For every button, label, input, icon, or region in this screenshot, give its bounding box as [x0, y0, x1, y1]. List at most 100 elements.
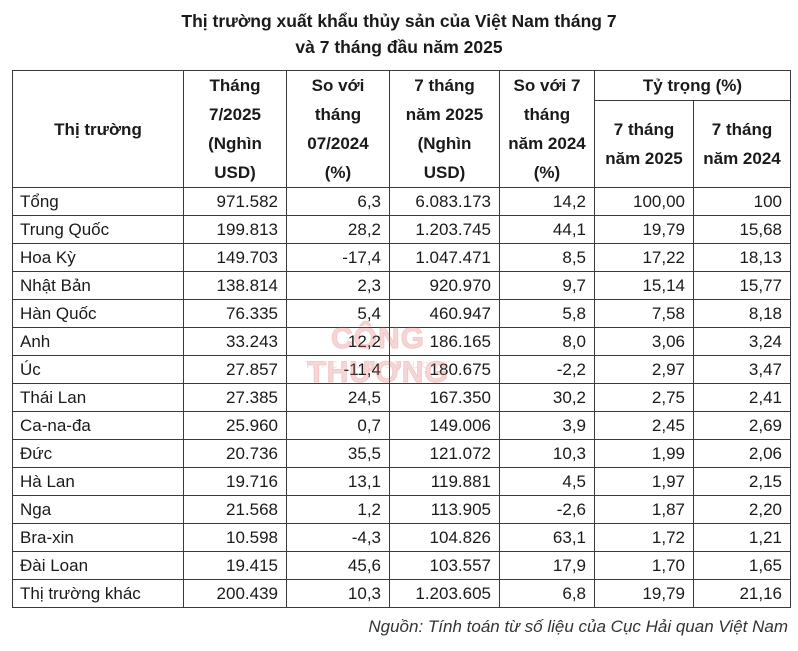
cell-share-2024: 2,15: [693, 467, 791, 496]
cell-ytd2025: 920.970: [389, 271, 500, 300]
cell-ytd2025: 104.826: [389, 523, 500, 552]
cell-jul2025: 25.960: [183, 411, 287, 440]
cell-share-2024: 2,41: [693, 383, 791, 412]
cell-vs-ytd2024: -2,2: [499, 355, 595, 384]
cell-share-2025: 3,06: [594, 327, 694, 356]
table-row: Tổng 971.582 6,3 6.083.173 14,2 100,00 100: [12, 187, 791, 216]
cell-share-2025: 1,87: [594, 495, 694, 524]
cell-vs-ytd2024: 63,1: [499, 523, 595, 552]
header-ytd2025: 7 tháng năm 2025 (Nghìn USD): [389, 70, 500, 188]
cell-vs-jul2024: 12,2: [286, 327, 390, 356]
cell-vs-jul2024: 5,4: [286, 299, 390, 328]
cell-ytd2025: 167.350: [389, 383, 500, 412]
cell-jul2025: 138.814: [183, 271, 287, 300]
title-line-1: Thị trường xuất khẩu thủy sản của Việt N…: [181, 11, 617, 31]
cell-jul2025: 199.813: [183, 215, 287, 244]
source-note: Nguồn: Tính toán từ số liệu của Cục Hải …: [368, 617, 788, 636]
cell-share-2024: 1,21: [693, 523, 791, 552]
cell-market: Nga: [12, 495, 184, 524]
table-row: Úc 27.857 -11,4 180.675 -2,2 2,97 3,47: [12, 355, 791, 384]
cell-vs-jul2024: 0,7: [286, 411, 390, 440]
table-row: Bra-xin 10.598 -4,3 104.826 63,1 1,72 1,21: [12, 523, 791, 552]
cell-ytd2025: 149.006: [389, 411, 500, 440]
cell-jul2025: 19.415: [183, 551, 287, 580]
cell-market: Úc: [12, 355, 184, 384]
cell-ytd2025: 460.947: [389, 299, 500, 328]
cell-jul2025: 33.243: [183, 327, 287, 356]
cell-ytd2025: 1.203.745: [389, 215, 500, 244]
cell-market: Ca-na-đa: [12, 411, 184, 440]
cell-share-2024: 8,18: [693, 299, 791, 328]
cell-vs-ytd2024: 14,2: [499, 187, 595, 216]
cell-share-2024: 100: [693, 187, 791, 216]
table-row: Nhật Bản 138.814 2,3 920.970 9,7 15,14 15,77: [12, 271, 791, 300]
cell-vs-ytd2024: 6,8: [499, 579, 595, 608]
cell-ytd2025: 180.675: [389, 355, 500, 384]
table-row: Đài Loan 19.415 45,6 103.557 17,9 1,70 1,65: [12, 551, 791, 580]
table-row: Hàn Quốc 76.335 5,4 460.947 5,8 7,58 8,18: [12, 299, 791, 328]
cell-vs-jul2024: 10,3: [286, 579, 390, 608]
cell-share-2025: 1,99: [594, 439, 694, 468]
cell-vs-jul2024: 35,5: [286, 439, 390, 468]
table-row: Thị trường khác 200.439 10,3 1.203.605 6,8 19…: [12, 579, 791, 608]
cell-market: Thị trường khác: [12, 579, 184, 608]
cell-vs-ytd2024: 17,9: [499, 551, 595, 580]
cell-vs-jul2024: 1,2: [286, 495, 390, 524]
cell-ytd2025: 1.203.605: [389, 579, 500, 608]
header-vs-jul2024: So với tháng 07/2024 (%): [286, 70, 390, 188]
cell-ytd2025: 119.881: [389, 467, 500, 496]
table-row: Hoa Kỳ 149.703 -17,4 1.047.471 8,5 17,22 18,13: [12, 243, 791, 272]
header-share-2024: 7 tháng năm 2024: [693, 100, 791, 188]
cell-share-2025: 17,22: [594, 243, 694, 272]
cell-jul2025: 76.335: [183, 299, 287, 328]
cell-share-2025: 100,00: [594, 187, 694, 216]
cell-vs-ytd2024: 3,9: [499, 411, 595, 440]
cell-share-2025: 15,14: [594, 271, 694, 300]
title-line-2: và 7 tháng đầu năm 2025: [295, 37, 503, 57]
cell-market: Đức: [12, 439, 184, 468]
cell-share-2025: 7,58: [594, 299, 694, 328]
table-row: Ca-na-đa 25.960 0,7 149.006 3,9 2,45 2,69: [12, 411, 791, 440]
cell-vs-ytd2024: 9,7: [499, 271, 595, 300]
cell-market: Hàn Quốc: [12, 299, 184, 328]
cell-share-2024: 21,16: [693, 579, 791, 608]
cell-vs-ytd2024: 4,5: [499, 467, 595, 496]
cell-ytd2025: 121.072: [389, 439, 500, 468]
cell-jul2025: 10.598: [183, 523, 287, 552]
cell-vs-jul2024: 13,1: [286, 467, 390, 496]
cell-share-2025: 19,79: [594, 579, 694, 608]
cell-jul2025: 200.439: [183, 579, 287, 608]
table-row: Anh 33.243 12,2 186.165 8,0 3,06 3,24: [12, 327, 791, 356]
cell-share-2024: 18,13: [693, 243, 791, 272]
cell-vs-ytd2024: 5,8: [499, 299, 595, 328]
cell-vs-ytd2024: 44,1: [499, 215, 595, 244]
cell-vs-ytd2024: 8,5: [499, 243, 595, 272]
cell-market: Hoa Kỳ: [12, 243, 184, 272]
cell-vs-ytd2024: 8,0: [499, 327, 595, 356]
cell-vs-jul2024: 45,6: [286, 551, 390, 580]
cell-market: Tổng: [12, 187, 184, 216]
header-share: Tỷ trọng (%): [594, 70, 791, 101]
header-share-2025: 7 tháng năm 2025: [594, 100, 694, 188]
table-row: Nga 21.568 1,2 113.905 -2,6 1,87 2,20: [12, 495, 791, 524]
cell-share-2024: 2,20: [693, 495, 791, 524]
cell-market: Anh: [12, 327, 184, 356]
cell-share-2025: 2,45: [594, 411, 694, 440]
cell-vs-ytd2024: -2,6: [499, 495, 595, 524]
cell-share-2024: 15,68: [693, 215, 791, 244]
cell-vs-jul2024: 6,3: [286, 187, 390, 216]
cell-jul2025: 27.385: [183, 383, 287, 412]
table-body: Tổng 971.582 6,3 6.083.173 14,2 100,00 100 Trun…: [12, 187, 791, 608]
cell-jul2025: 20.736: [183, 439, 287, 468]
cell-jul2025: 149.703: [183, 243, 287, 272]
cell-share-2024: 3,47: [693, 355, 791, 384]
cell-share-2024: 1,65: [693, 551, 791, 580]
cell-vs-jul2024: -11,4: [286, 355, 390, 384]
cell-market: Trung Quốc: [12, 215, 184, 244]
table-row: Đức 20.736 35,5 121.072 10,3 1,99 2,06: [12, 439, 791, 468]
cell-share-2025: 19,79: [594, 215, 694, 244]
table-title: Thị trường xuất khẩu thủy sản của Việt N…: [0, 8, 798, 60]
cell-jul2025: 971.582: [183, 187, 287, 216]
cell-share-2024: 2,06: [693, 439, 791, 468]
header-market: Thị trường: [12, 70, 184, 188]
